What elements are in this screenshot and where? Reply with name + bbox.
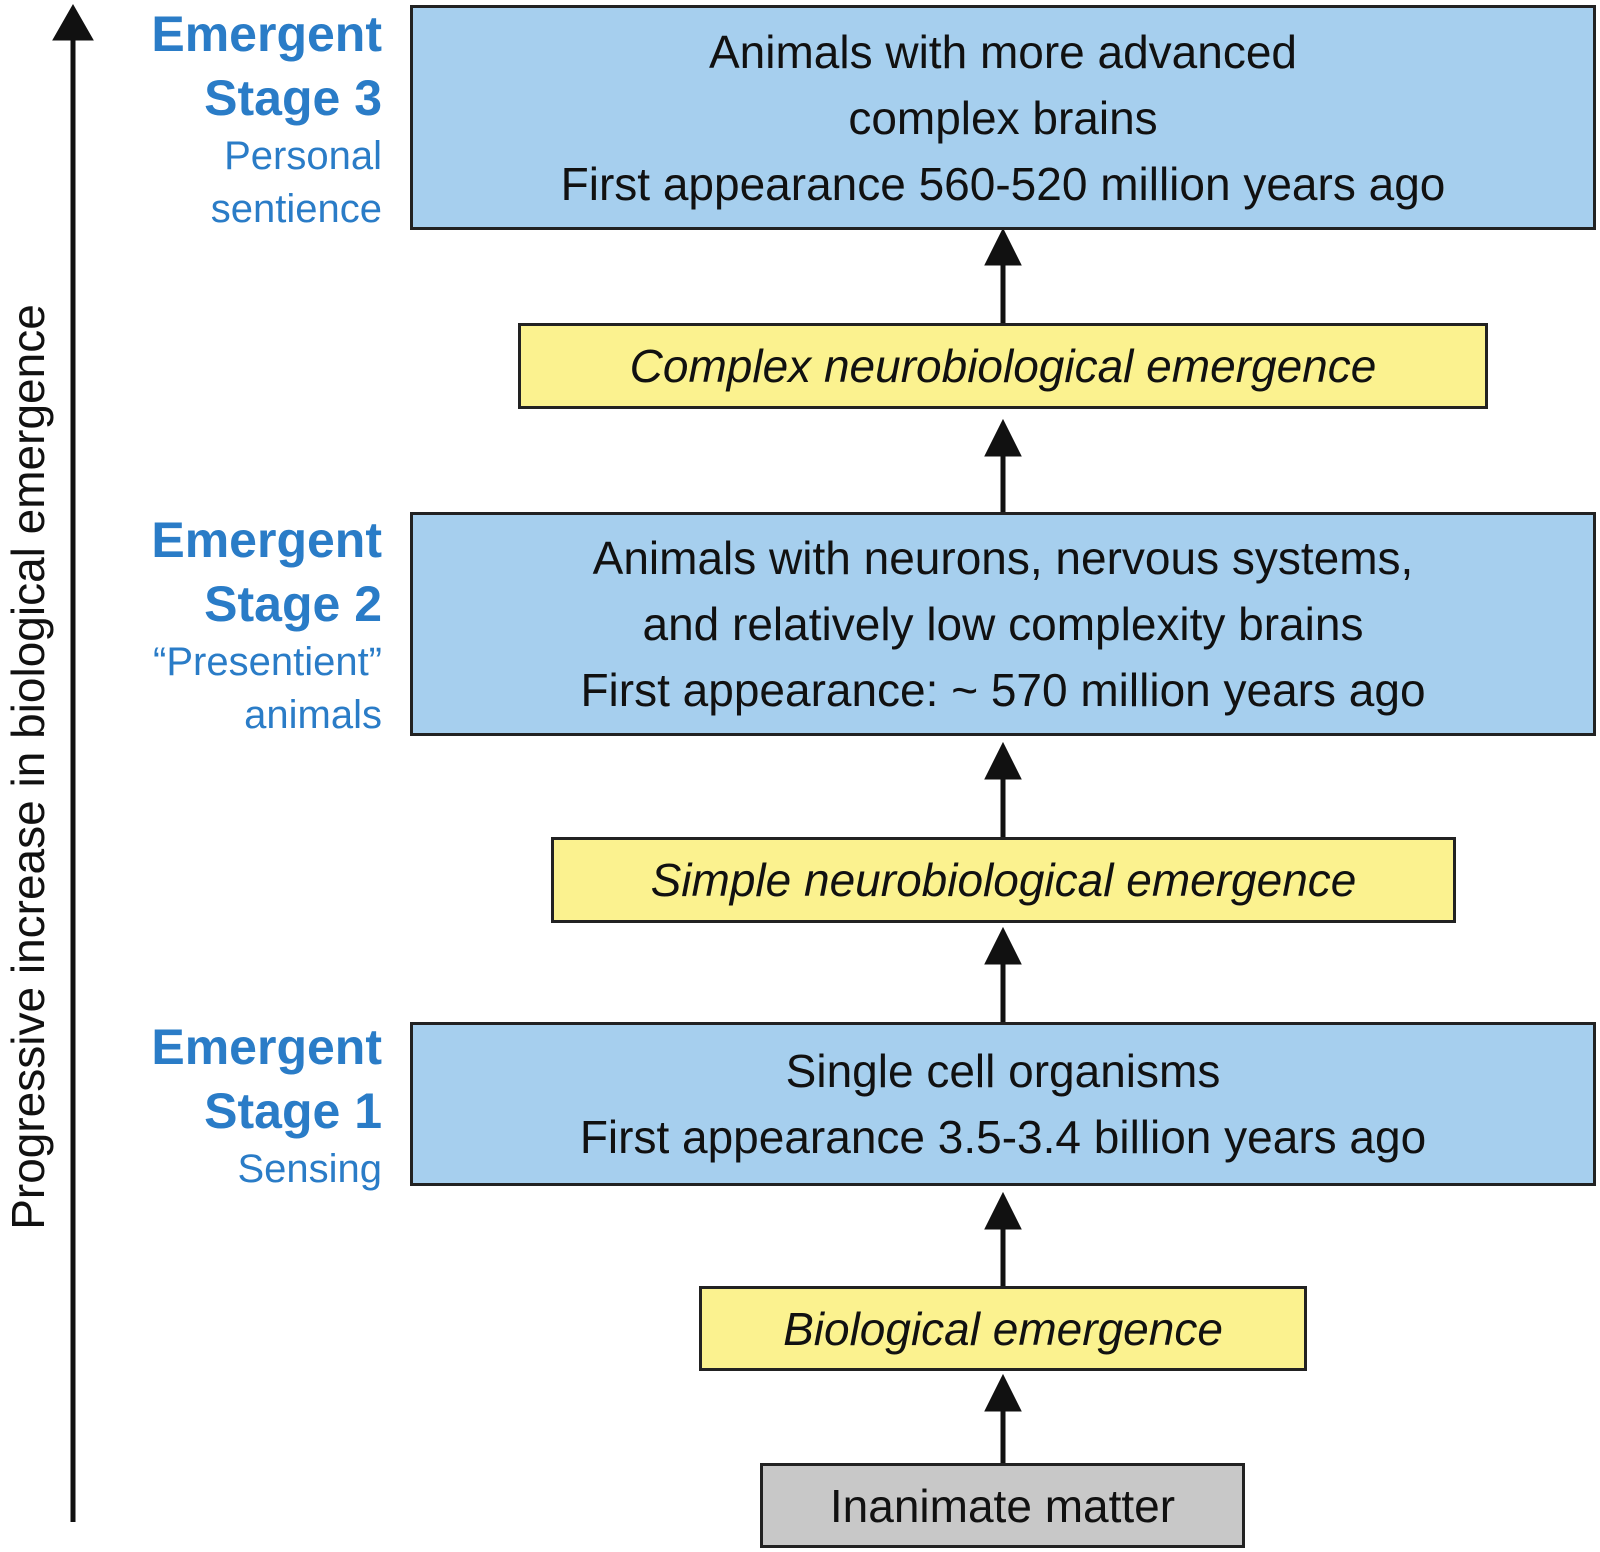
box-line: complex brains	[848, 91, 1158, 144]
stage-title: Stage 1	[204, 1083, 382, 1139]
box-line: Animals with neurons, nervous systems,	[592, 532, 1414, 584]
box-line: First appearance 3.5-3.4 billion years a…	[579, 1111, 1427, 1163]
box-line: Inanimate matter	[829, 1479, 1176, 1532]
axis-label: Progressive increase in biological emerg…	[2, 304, 54, 1230]
stage-subtitle: “Presentient”	[153, 640, 382, 684]
stage-subtitle: sentience	[210, 187, 382, 231]
stage-title: Stage 2	[204, 576, 382, 632]
flow-arrow	[984, 227, 1022, 323]
box-line: Simple neurobiological emergence	[650, 854, 1357, 906]
stage-2-box: Animals with neurons, nervous systems, a…	[410, 512, 1596, 736]
flow-arrow	[984, 1191, 1022, 1286]
stage-subtitle: Personal	[224, 134, 382, 178]
stage-title: Emergent	[151, 1019, 382, 1075]
box-line: Biological emergence	[783, 1302, 1223, 1355]
stage-subtitle: Sensing	[237, 1147, 382, 1191]
stage-subtitle: animals	[244, 693, 382, 737]
stage-title: Emergent	[151, 512, 382, 568]
stage-3-box: Animals with more advanced complex brain…	[410, 5, 1596, 230]
stage-2-label: Emergent Stage 2 “Presentient” animals	[151, 508, 382, 742]
transition-biological-box: Biological emergence	[699, 1286, 1307, 1371]
flow-arrow	[984, 418, 1022, 512]
transition-simple-box: Simple neurobiological emergence	[551, 837, 1456, 923]
box-line: and relatively low complexity brains	[642, 598, 1364, 650]
axis-arrowhead	[52, 3, 94, 41]
stage-1-label: Emergent Stage 1 Sensing	[151, 1015, 382, 1196]
flow-arrow	[984, 1373, 1022, 1463]
flow-arrow	[984, 741, 1022, 837]
box-line: Animals with more advanced	[708, 25, 1298, 78]
stage-3-label: Emergent Stage 3 Personal sentience	[151, 2, 382, 236]
stage-1-box: Single cell organisms First appearance 3…	[410, 1022, 1596, 1186]
box-line: First appearance: ~ 570 million years ag…	[580, 664, 1426, 716]
transition-complex-box: Complex neurobiological emergence	[518, 323, 1488, 409]
inanimate-matter-box: Inanimate matter	[760, 1463, 1245, 1548]
flow-arrow	[984, 926, 1022, 1022]
box-line: Complex neurobiological emergence	[629, 340, 1377, 392]
box-line: First appearance 560-520 million years a…	[560, 157, 1446, 210]
stage-title: Emergent	[151, 6, 382, 62]
box-line: Single cell organisms	[785, 1045, 1221, 1097]
stage-title: Stage 3	[204, 70, 382, 126]
